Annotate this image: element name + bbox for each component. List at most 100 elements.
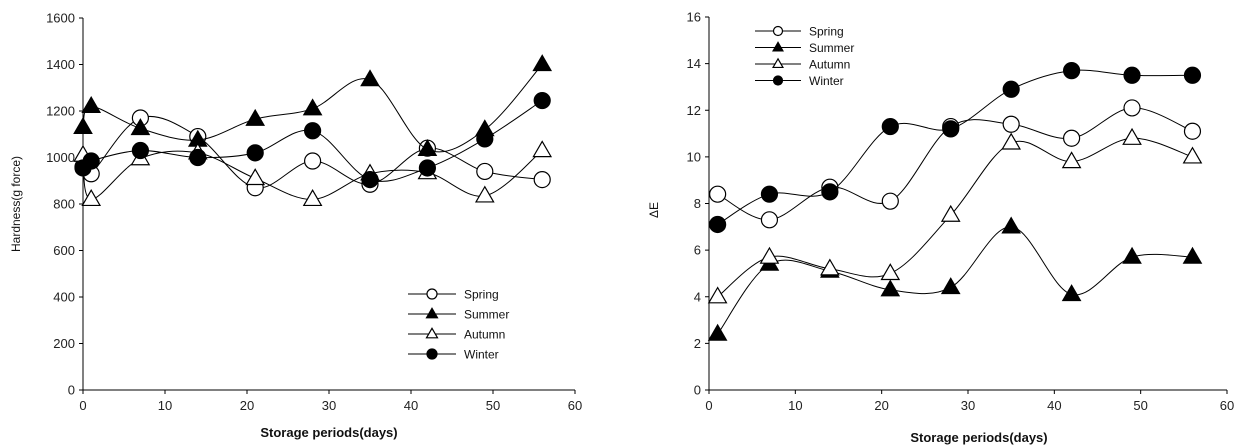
delta-e-point-winter [1063,62,1081,80]
delta-e-y-tick-label: 14 [687,56,701,71]
hardness-x-tick-label: 0 [79,398,86,413]
hardness-point-summer [302,98,323,116]
delta-e-point-summer [880,279,901,297]
delta-e-y-tick-label: 4 [694,289,701,304]
delta-e-point-winter [942,120,960,138]
delta-e-chart: 0 2 4 6 8 10 12 14 16 0 10 20 30 40 50 60 Storage period… [647,10,1234,446]
delta-e-legend-label: Spring [809,25,844,39]
hardness-point-winter [361,170,379,189]
delta-e-point-winter [1123,66,1141,84]
delta-e-point-autumn [707,286,728,304]
delta-e-point-autumn [1061,151,1082,169]
hardness-point-summer [245,108,266,126]
delta-e-point-winter [1183,66,1202,84]
delta-e-point-summer [940,277,961,295]
hardness-x-tick-label: 10 [158,398,172,413]
hardness-point-summer [73,116,93,134]
hardness-point-winter [189,148,207,167]
delta-e-point-spring [1123,99,1141,117]
hardness-x-tick-label: 20 [240,398,254,413]
delta-e-legend-marker [772,57,784,69]
hardness-y-tick-label: 0 [68,383,75,398]
delta-e-point-autumn [940,204,961,222]
hardness-point-autumn [474,185,495,203]
delta-e-point-summer [1001,216,1022,234]
delta-e-x-tick-label: 10 [788,398,802,413]
hardness-y-tick-label: 200 [53,336,75,351]
hardness-legend-label: Winter [464,348,499,362]
hardness-point-winter [131,141,149,160]
hardness-legend-label: Summer [464,308,509,322]
delta-e-point-autumn [880,263,901,281]
hardness-legend-marker [426,348,438,360]
delta-e-legend-marker [772,75,784,86]
delta-e-x-axis-title: Storage periods(days) [910,430,1047,445]
hardness-x-tick-label: 40 [404,398,418,413]
delta-e-x-tick-label: 60 [1220,398,1234,413]
delta-e-x-tick-label: 50 [1133,398,1147,413]
hardness-point-summer [532,54,553,72]
hardness-y-tick-label: 1600 [46,11,75,26]
delta-e-x-tick-label: 30 [961,398,975,413]
hardness-legend-marker [426,288,438,300]
delta-e-legend-label: Autumn [809,58,850,72]
hardness-point-winter [82,152,100,170]
hardness-x-tick-label: 60 [568,398,582,413]
hardness-y-tick-label: 1200 [46,104,75,119]
delta-e-point-autumn [1122,127,1142,145]
delta-e-series-line-winter [717,69,1193,225]
hardness-series-line-spring [82,115,543,189]
hardness-x-tick-label: 30 [322,398,336,413]
hardness-point-winter [533,91,551,110]
delta-e-point-winter [709,215,727,234]
delta-e-y-tick-label: 10 [687,149,701,164]
delta-e-point-spring [881,192,899,210]
hardness-point-autumn [532,140,553,158]
hardness-y-tick-label: 1000 [46,150,75,165]
delta-e-y-tick-label: 0 [694,383,701,398]
hardness-point-autumn [302,189,323,207]
hardness-legend-label: Spring [464,288,499,302]
hardness-point-winter [476,130,494,148]
delta-e-point-spring [1063,129,1081,147]
hardness-series-line-winter [82,100,543,182]
hardness-x-tick-label: 50 [486,398,500,413]
delta-e-y-tick-label: 6 [694,243,701,258]
delta-e-point-summer [1122,246,1142,264]
delta-e-point-autumn [1001,132,1022,150]
hardness-point-autumn [81,189,102,207]
delta-e-point-autumn [1182,146,1203,164]
hardness-point-spring [476,162,494,181]
delta-e-point-summer [1182,246,1203,264]
delta-e-legend-marker [772,25,784,37]
hardness-point-summer [81,96,102,114]
hardness-series-line-autumn [82,150,543,200]
hardness-y-tick-label: 400 [53,290,75,305]
hardness-point-spring [533,170,551,189]
hardness-point-winter [246,144,264,162]
delta-e-point-spring [760,211,779,229]
delta-e-point-spring [1002,115,1020,133]
delta-e-point-autumn [820,258,840,276]
hardness-chart: 0 200 400 600 800 1000 1200 1400 1600 0 10 20 30 40 50… [9,11,582,441]
delta-e-point-autumn [759,246,780,264]
delta-e-y-tick-label: 2 [694,336,701,351]
hardness-y-tick-label: 1400 [46,57,75,72]
delta-e-x-tick-label: 40 [1047,398,1061,413]
delta-e-point-spring [709,185,727,203]
hardness-point-summer [417,139,438,157]
delta-e-y-tick-label: 12 [687,103,701,118]
delta-e-x-tick-label: 20 [874,398,888,413]
delta-e-point-winter [821,183,839,201]
hardness-point-summer [360,69,380,87]
delta-e-point-winter [881,117,899,136]
delta-e-point-summer [1061,284,1082,302]
hardness-legend-label: Autumn [464,328,505,342]
delta-e-y-tick-label: 16 [687,10,701,25]
hardness-point-summer [130,118,151,136]
delta-e-point-winter [760,185,779,203]
delta-e-x-tick-label: 0 [705,398,712,413]
delta-e-point-winter [1002,80,1020,98]
hardness-legend-marker [425,327,439,339]
delta-e-legend-label: Winter [809,74,844,88]
